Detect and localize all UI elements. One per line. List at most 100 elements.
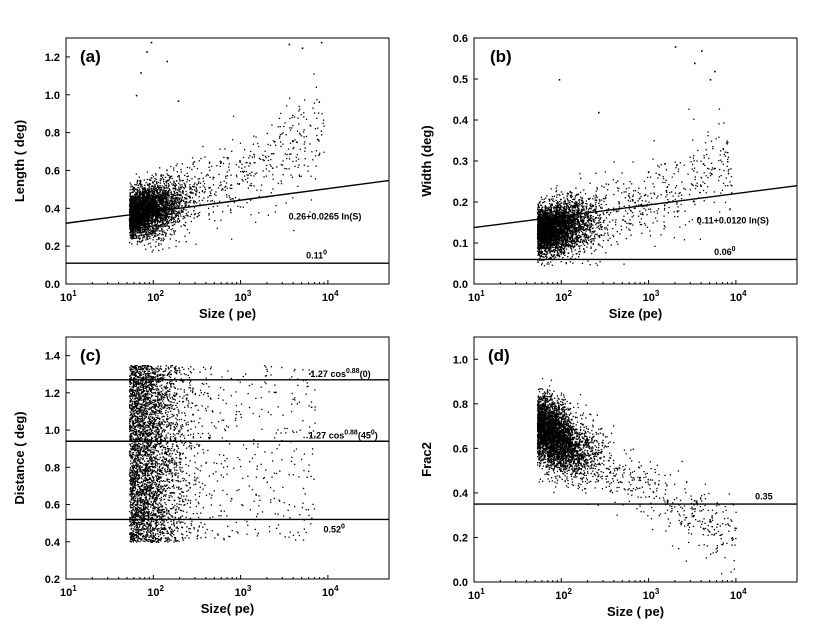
data-point <box>150 219 152 221</box>
data-point <box>146 218 148 220</box>
data-point <box>153 231 155 233</box>
data-point <box>147 194 149 196</box>
data-point <box>173 206 176 208</box>
data-point <box>584 215 586 217</box>
data-point <box>140 193 142 195</box>
data-point <box>157 195 159 197</box>
data-point <box>161 220 163 222</box>
data-point <box>186 198 188 200</box>
data-point <box>135 198 137 200</box>
data-point <box>203 192 205 194</box>
data-point <box>178 175 180 177</box>
data-point <box>175 214 178 216</box>
data-point <box>165 184 168 186</box>
data-point <box>132 186 134 188</box>
data-point <box>157 220 159 222</box>
data-point <box>272 188 274 190</box>
data-point <box>291 127 293 129</box>
data-point <box>156 222 158 225</box>
data-point <box>138 207 140 210</box>
data-point <box>174 187 176 189</box>
data-point <box>578 201 580 203</box>
data-point <box>298 174 300 176</box>
data-point <box>316 117 318 119</box>
data-point <box>276 166 278 168</box>
data-point <box>253 156 256 158</box>
data-point <box>145 233 147 235</box>
data-point <box>166 193 168 195</box>
data-point <box>253 175 255 177</box>
data-point <box>143 235 145 238</box>
data-point <box>247 174 249 176</box>
data-point <box>158 188 160 190</box>
data-point <box>147 207 149 209</box>
data-point <box>592 243 594 245</box>
data-point <box>130 204 132 206</box>
data-point <box>587 198 589 200</box>
data-point <box>158 197 160 199</box>
data-point <box>310 199 313 201</box>
data-point <box>129 228 131 230</box>
data-point <box>166 181 168 183</box>
data-point <box>179 202 181 204</box>
data-point <box>174 182 176 185</box>
data-point <box>154 213 156 215</box>
data-point <box>142 191 144 193</box>
data-point <box>253 185 255 187</box>
data-point <box>135 195 137 197</box>
data-point <box>152 213 155 216</box>
data-point <box>176 214 178 217</box>
data-point <box>136 189 138 191</box>
data-point <box>710 140 713 142</box>
data-point <box>571 229 573 231</box>
data-point <box>212 184 215 186</box>
data-point <box>146 224 148 226</box>
data-point <box>140 227 142 229</box>
data-point <box>143 191 146 193</box>
data-point <box>135 228 137 230</box>
data-point <box>174 195 177 197</box>
data-point <box>139 218 141 220</box>
data-point <box>168 207 170 209</box>
data-point <box>136 235 138 237</box>
data-point <box>139 221 141 223</box>
data-point <box>298 132 301 134</box>
data-point <box>162 226 164 228</box>
data-point <box>149 195 151 197</box>
data-point <box>157 226 159 228</box>
data-point <box>265 175 267 177</box>
data-point <box>133 187 135 189</box>
data-point <box>157 237 160 239</box>
data-point <box>299 175 301 178</box>
data-point <box>189 191 191 193</box>
data-point <box>167 183 170 185</box>
data-point <box>153 214 155 216</box>
data-point <box>582 240 584 243</box>
data-point <box>145 214 147 216</box>
data-point <box>143 179 145 181</box>
data-point <box>246 174 248 176</box>
data-point <box>602 197 605 200</box>
data-point <box>174 199 176 202</box>
data-point <box>160 216 162 218</box>
data-point <box>196 184 198 186</box>
data-point <box>242 170 244 173</box>
data-point <box>286 153 288 156</box>
data-point <box>201 199 203 201</box>
data-point <box>152 197 154 199</box>
data-point <box>135 217 137 219</box>
data-point <box>150 246 152 248</box>
data-point <box>193 210 195 212</box>
data-point <box>214 220 216 222</box>
data-point <box>158 244 160 246</box>
data-point <box>167 186 169 188</box>
data-point <box>134 210 136 212</box>
data-point <box>549 213 552 216</box>
data-point <box>137 240 139 242</box>
data-point <box>167 225 169 227</box>
data-point <box>172 188 174 190</box>
data-point <box>162 199 164 202</box>
data-point <box>242 171 245 173</box>
data-point <box>198 181 200 183</box>
